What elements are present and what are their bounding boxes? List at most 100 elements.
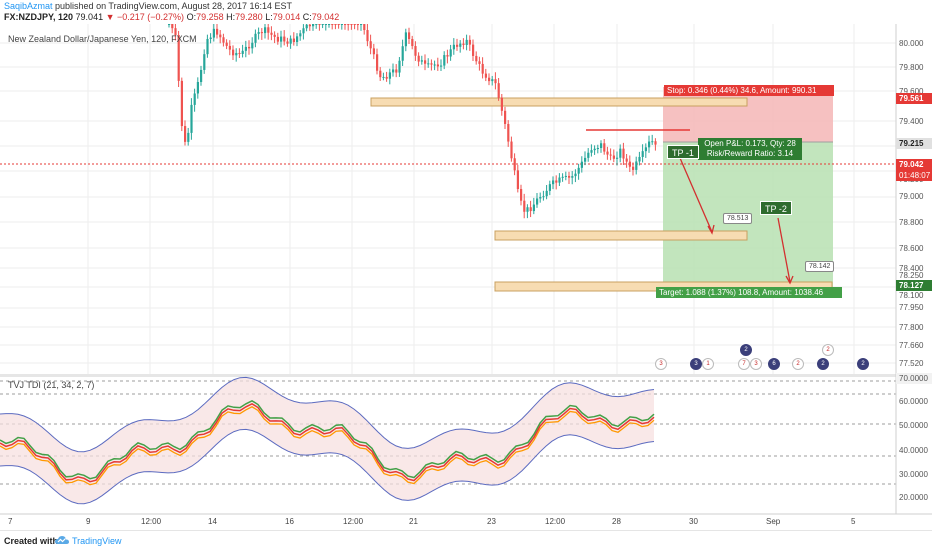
candle-body — [628, 161, 631, 167]
candle-body — [433, 64, 436, 66]
candle-body — [443, 55, 446, 66]
candle-body — [449, 49, 452, 57]
candle-body — [635, 161, 638, 170]
candle-body — [475, 55, 478, 62]
candle-body — [571, 176, 574, 178]
candle-body — [452, 44, 455, 50]
event-icon[interactable]: 2 — [822, 344, 834, 356]
candle-body — [254, 33, 257, 43]
stop-loss-label[interactable]: Stop: 0.346 (0.44%) 34.6, Amount: 990.31 — [664, 85, 834, 96]
price-axis-label: 78.250 — [899, 271, 924, 280]
open-value: 79.258 — [196, 12, 224, 22]
price-axis-label: 78.100 — [899, 291, 924, 300]
candle-body — [411, 39, 414, 47]
candle-body — [481, 63, 484, 74]
candle-body — [504, 110, 507, 124]
candle-body — [305, 24, 308, 29]
price-axis-label: 77.800 — [899, 323, 924, 332]
candle-body — [228, 45, 231, 50]
candle-body — [520, 189, 523, 201]
tradingview-link[interactable]: TradingView — [72, 536, 122, 546]
indicator-axis-label: 40.0000 — [899, 446, 928, 455]
support-zone-1[interactable] — [494, 230, 748, 241]
candle-body — [219, 34, 222, 38]
event-icon[interactable]: 6 — [768, 358, 780, 370]
high-value: 79.280 — [235, 12, 263, 22]
candle-body — [427, 63, 430, 65]
lower-band-line — [0, 428, 655, 505]
candle-body — [417, 55, 420, 62]
event-icon[interactable]: 3 — [750, 358, 762, 370]
candle-body — [196, 82, 199, 94]
stop-loss-zone[interactable] — [663, 87, 833, 142]
price-chart[interactable] — [0, 24, 932, 516]
candle-body — [523, 200, 526, 212]
tp1-price-callout[interactable]: 78.513 — [723, 213, 753, 224]
pane-separator[interactable] — [0, 374, 896, 377]
indicator-axis-label: 50.0000 — [899, 421, 928, 430]
candlestick-series — [168, 24, 657, 219]
candle-body — [510, 141, 513, 159]
candle-body — [235, 52, 238, 56]
event-icon[interactable]: 2 — [817, 358, 829, 370]
candle-body — [251, 42, 254, 49]
candle-body — [494, 79, 497, 84]
tp1-label[interactable]: TP -1 — [667, 145, 699, 159]
candle-body — [340, 24, 343, 25]
footer: Created with TradingView — [0, 530, 932, 550]
entry-price-tag: 79.215 — [896, 138, 932, 149]
candle-body — [526, 207, 529, 212]
candle-body — [545, 190, 548, 197]
candle-body — [577, 167, 580, 174]
price-axis-label: 78.800 — [899, 218, 924, 227]
candle-body — [590, 150, 593, 153]
candle-body — [193, 93, 196, 105]
indicator-title[interactable]: TVJ TDI (21, 34, 2, 7) — [8, 380, 95, 390]
price-axis-label: 78.400 — [899, 264, 924, 273]
candle-body — [648, 141, 651, 148]
candle-body — [641, 151, 644, 157]
time-axis-label: Sep — [766, 517, 781, 526]
candle-body — [468, 39, 471, 45]
open-pnl-label[interactable]: Open P&L: 0.173, Qty: 28 Risk/Reward Rat… — [698, 138, 802, 160]
author-link[interactable]: SaqibAzmat — [4, 1, 53, 11]
target-label[interactable]: Target: 1.088 (1.37%) 108.8, Amount: 103… — [656, 287, 842, 298]
tp2-arrow — [777, 217, 791, 283]
candle-body — [308, 24, 311, 27]
tp2-price-callout[interactable]: 78.142 — [805, 261, 835, 272]
candle-body — [616, 157, 619, 159]
time-axis-label: 28 — [612, 517, 621, 526]
candle-body — [200, 69, 203, 83]
candle-body — [366, 30, 369, 42]
event-icon[interactable]: 7 — [738, 358, 750, 370]
candle-body — [372, 48, 375, 55]
event-icon[interactable]: 3 — [690, 358, 702, 370]
candle-body — [488, 77, 491, 82]
candle-body — [552, 180, 555, 185]
candle-body — [619, 148, 622, 158]
tp2-label[interactable]: TP -2 — [760, 201, 792, 215]
candle-body — [270, 32, 273, 35]
candle-body — [350, 24, 353, 25]
symbol-label: FX:NZDJPY, 120 — [4, 12, 74, 22]
candle-body — [555, 180, 558, 183]
candle-body — [334, 24, 337, 25]
candle-body — [392, 69, 395, 73]
candle-body — [356, 24, 359, 25]
candle-body — [574, 173, 577, 177]
event-icon[interactable]: 3 — [655, 358, 667, 370]
candle-body — [568, 175, 571, 178]
candle-body — [174, 28, 177, 36]
time-axis-label: 30 — [689, 517, 698, 526]
candle-body — [187, 132, 190, 142]
event-icon[interactable]: 2 — [740, 344, 752, 356]
resistance-zone[interactable] — [370, 97, 748, 107]
event-icon[interactable]: 2 — [792, 358, 804, 370]
candle-body — [491, 79, 494, 82]
event-icon[interactable]: 1 — [702, 358, 714, 370]
candle-body — [299, 33, 302, 37]
candle-body — [414, 46, 417, 56]
candle-body — [276, 36, 279, 42]
trade-signal-line — [0, 402, 655, 483]
event-icon[interactable]: 2 — [857, 358, 869, 370]
